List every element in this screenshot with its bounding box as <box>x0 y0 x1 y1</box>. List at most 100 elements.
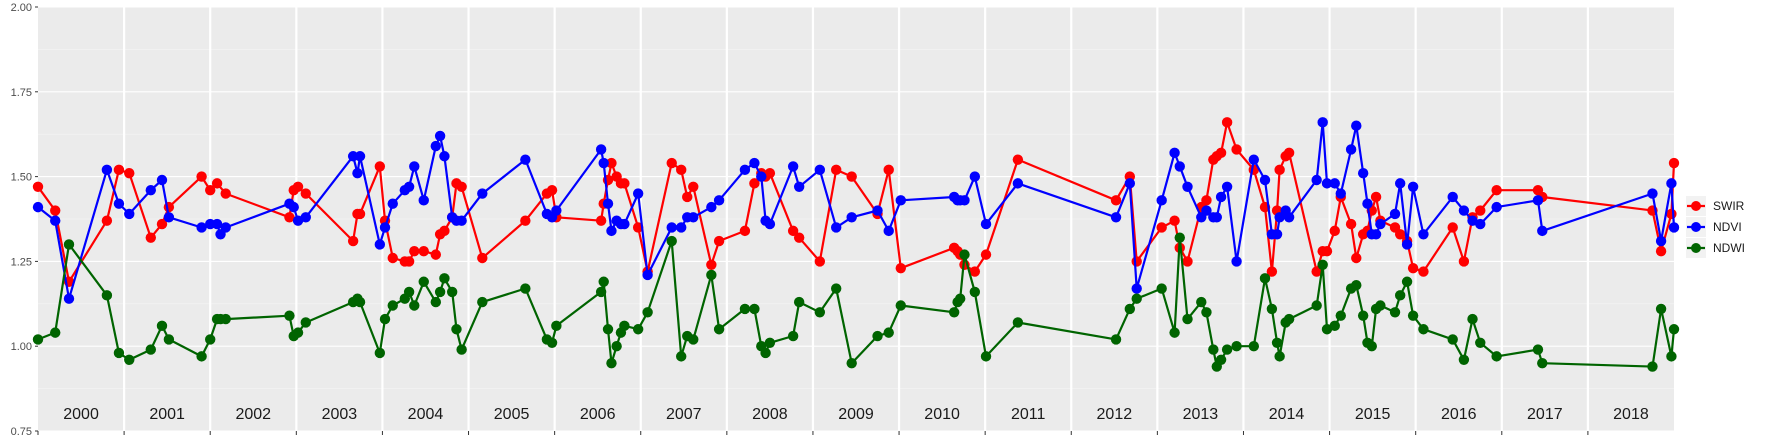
data-point-ndwi <box>764 337 776 349</box>
data-point-ndvi <box>1418 229 1429 240</box>
data-point-swir <box>1311 266 1322 277</box>
data-point-ndvi <box>211 218 223 230</box>
data-point-ndwi <box>1357 310 1369 321</box>
data-point-swir <box>520 215 531 226</box>
data-point-ndwi <box>163 334 175 345</box>
data-point-ndvi <box>1124 178 1136 189</box>
legend-label: NDWI <box>1713 241 1745 255</box>
data-point-swir <box>1351 252 1362 264</box>
data-point-ndwi <box>446 286 458 298</box>
year-label: 2018 <box>1613 406 1649 423</box>
data-point-ndwi <box>1447 334 1458 345</box>
data-point-swir <box>1231 144 1242 155</box>
data-point-ndvi <box>1357 168 1369 179</box>
data-point-ndwi <box>1110 334 1122 345</box>
data-point-ndvi <box>883 225 894 237</box>
data-point-swir <box>846 171 857 182</box>
data-point-ndvi <box>1311 174 1322 186</box>
data-point-ndwi <box>1012 317 1024 328</box>
data-point-swir <box>418 246 429 257</box>
data-point-ndwi <box>1131 293 1142 304</box>
data-point-ndwi <box>1174 232 1185 243</box>
data-point-ndwi <box>456 344 467 355</box>
data-point-ndwi <box>980 351 992 362</box>
data-point-ndvi <box>1407 181 1419 192</box>
data-point-ndwi <box>883 327 894 338</box>
data-point-swir <box>477 252 488 264</box>
data-point-ndwi <box>374 347 386 359</box>
data-point-ndwi <box>451 324 462 335</box>
data-point-ndvi <box>1394 178 1406 189</box>
data-point-ndwi <box>676 351 687 362</box>
data-point-swir <box>682 191 693 203</box>
data-point-ndvi <box>642 269 653 281</box>
legend-item-ndwi: NDWI <box>1686 238 1745 258</box>
data-point-ndvi <box>1317 117 1328 128</box>
data-point-ndvi <box>1248 154 1260 165</box>
y-tick-label: 1.25 <box>11 256 32 268</box>
major-grid <box>38 6 1674 432</box>
data-point-ndvi <box>354 151 366 162</box>
legend-marker <box>1691 201 1701 211</box>
data-point-ndwi <box>1271 337 1283 349</box>
legend-marker <box>1691 222 1701 232</box>
data-point-swir <box>347 235 359 247</box>
data-point-swir <box>1274 164 1285 176</box>
data-point-ndvi <box>434 130 446 142</box>
data-point-ndwi <box>1321 324 1333 335</box>
data-point-swir <box>50 205 61 216</box>
legend-label: NDVI <box>1713 220 1742 234</box>
data-point-ndvi <box>619 218 630 230</box>
data-point-swir <box>688 181 699 192</box>
data-point-ndvi <box>1201 205 1212 216</box>
legend-item-ndvi: NDVI <box>1686 217 1742 237</box>
data-point-swir <box>1345 218 1357 230</box>
data-point-ndwi <box>63 239 75 250</box>
data-point-ndvi <box>793 181 805 192</box>
data-point-ndwi <box>846 357 857 369</box>
data-point-ndvi <box>980 218 992 230</box>
data-point-ndwi <box>1311 300 1322 311</box>
data-point-ndvi <box>1321 178 1333 189</box>
data-point-ndwi <box>205 334 216 345</box>
data-point-swir <box>830 164 842 176</box>
data-point-swir <box>1394 229 1406 240</box>
data-point-swir <box>1131 256 1142 267</box>
data-point-ndwi <box>145 344 156 355</box>
data-point-swir <box>1418 266 1429 277</box>
data-point-ndvi <box>872 205 883 216</box>
data-point-ndwi <box>1458 354 1470 365</box>
data-point-ndwi <box>1394 290 1406 301</box>
data-point-ndvi <box>374 239 386 250</box>
data-point-ndwi <box>113 347 125 359</box>
data-point-ndvi <box>32 201 44 213</box>
data-point-ndvi <box>1666 178 1677 189</box>
legend-item-swir: SWIR <box>1686 196 1745 216</box>
data-point-ndvi <box>1169 147 1180 159</box>
data-point-swir <box>32 181 44 192</box>
data-point-ndwi <box>1317 259 1328 270</box>
data-point-swir <box>1668 157 1680 169</box>
data-point-swir <box>211 178 223 189</box>
year-label: 2017 <box>1527 406 1563 423</box>
series-layer <box>32 117 1680 372</box>
data-point-swir <box>764 168 776 179</box>
data-point-ndvi <box>787 161 799 172</box>
data-point-ndvi <box>1174 161 1185 172</box>
data-point-ndwi <box>1418 324 1429 335</box>
year-label: 2015 <box>1355 406 1391 423</box>
data-point-swir <box>749 178 760 189</box>
data-point-ndwi <box>430 296 442 308</box>
data-point-ndwi <box>1182 313 1193 325</box>
data-point-ndwi <box>1666 351 1677 362</box>
data-point-ndwi <box>1375 300 1386 311</box>
data-point-swir <box>156 218 168 230</box>
data-point-ndvi <box>846 212 857 223</box>
data-point-ndwi <box>403 286 415 298</box>
data-point-ndwi <box>1201 307 1212 318</box>
data-point-ndvi <box>292 215 304 226</box>
data-point-ndwi <box>706 269 717 281</box>
data-point-ndwi <box>749 303 760 315</box>
data-point-swir <box>814 256 826 267</box>
y-tick-label: 0.75 <box>11 426 32 438</box>
